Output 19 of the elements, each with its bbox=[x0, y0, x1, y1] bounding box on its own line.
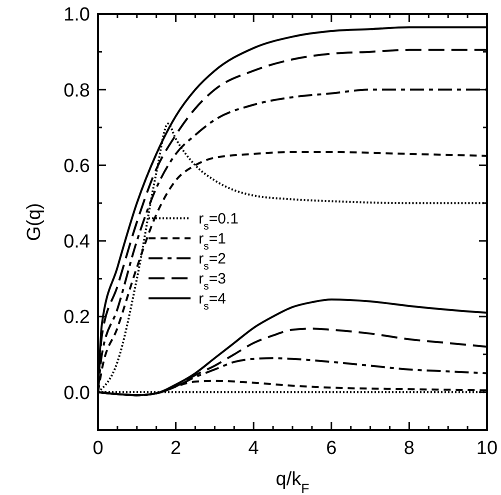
y-tick-label: 0.6 bbox=[64, 156, 90, 177]
legend-label: r$_{s}$=3 bbox=[198, 270, 226, 292]
y-tick-label: 0.8 bbox=[64, 80, 90, 102]
x-tick-label: 8 bbox=[404, 438, 414, 459]
x-tick-label: 6 bbox=[326, 438, 337, 459]
x-tick-label: 2 bbox=[170, 438, 182, 459]
y-tick-label: 0.4 bbox=[64, 232, 90, 253]
y-axis-title: G(q) bbox=[24, 203, 45, 241]
x-tick-label: 4 bbox=[248, 438, 260, 459]
legend-label: r$_{s}$=0.1 bbox=[198, 210, 238, 232]
x-tick-label: 10 bbox=[476, 438, 498, 459]
legend-label: r$_{s}$=2 bbox=[198, 250, 226, 272]
y-tick-label: 0.0 bbox=[64, 382, 90, 404]
x-axis-title: q/k$_{F}$ bbox=[276, 469, 310, 495]
x-tick-label: 0 bbox=[92, 438, 104, 459]
legend-label: r$_{s}$=1 bbox=[198, 230, 226, 252]
y-tick-label: 1.0 bbox=[64, 4, 90, 26]
y-tick-label: 0.2 bbox=[64, 307, 90, 328]
legend-label: r$_{s}$=4 bbox=[198, 290, 226, 312]
